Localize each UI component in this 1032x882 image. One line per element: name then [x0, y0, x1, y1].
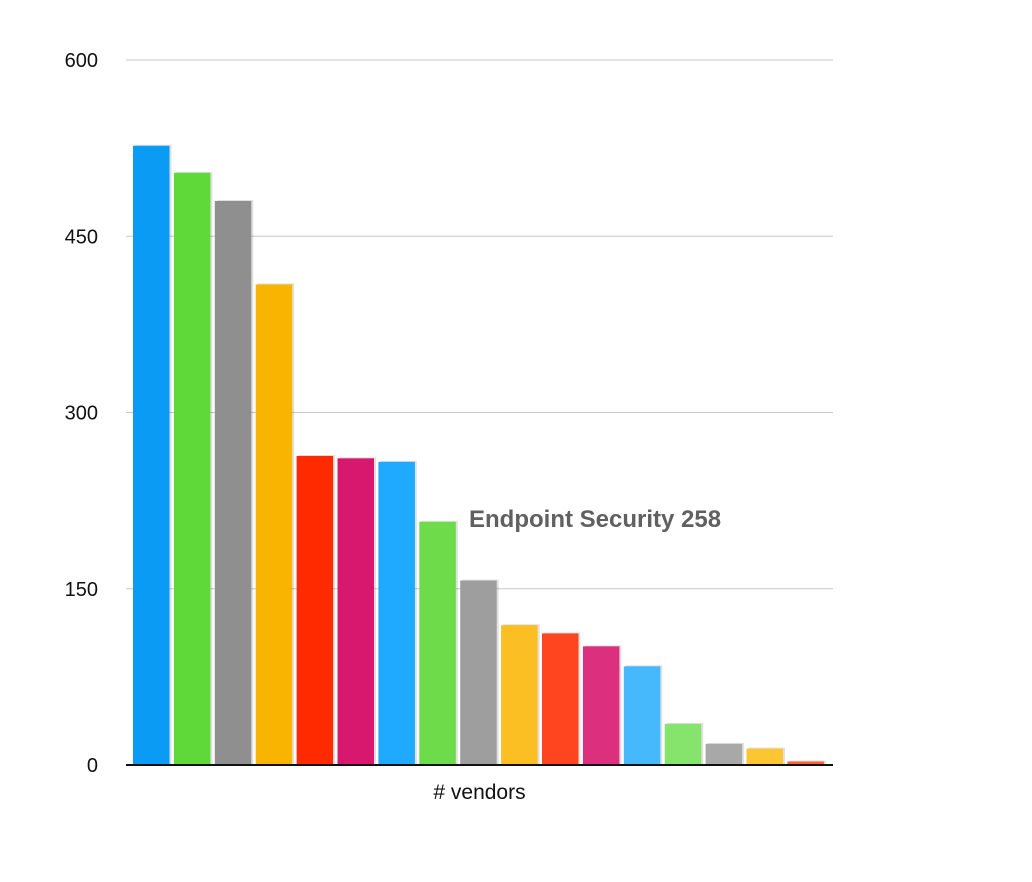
bar-5 [296, 454, 336, 765]
bar-9 [460, 579, 499, 765]
y-tick-label-150: 150 [65, 579, 98, 601]
bar-17 [787, 760, 826, 765]
y-axis-tick-labels: 0 150 300 450 600 [65, 50, 98, 777]
y-tick-label-300: 300 [65, 403, 98, 425]
bar-1 [133, 144, 172, 765]
y-tick-label-450: 450 [65, 226, 98, 248]
bar-11 [542, 632, 581, 765]
bar-13 [623, 665, 663, 765]
x-axis-label: # vendors [433, 781, 525, 804]
bar-10 [501, 624, 540, 765]
bars [133, 144, 826, 766]
bar-14 [664, 722, 704, 765]
bar-3 [214, 200, 254, 765]
bar-8 [419, 520, 458, 765]
y-tick-label-0: 0 [87, 755, 98, 777]
bar-6 [337, 457, 376, 765]
bar-15 [705, 742, 745, 765]
endpoint-security-annotation: Endpoint Security 258 [469, 506, 721, 533]
bar-12 [582, 645, 622, 765]
bar-16 [746, 747, 785, 765]
bar-4 [255, 283, 295, 765]
y-tick-label-600: 600 [65, 50, 98, 72]
bar-7 [378, 460, 417, 765]
bar-2 [173, 171, 213, 766]
